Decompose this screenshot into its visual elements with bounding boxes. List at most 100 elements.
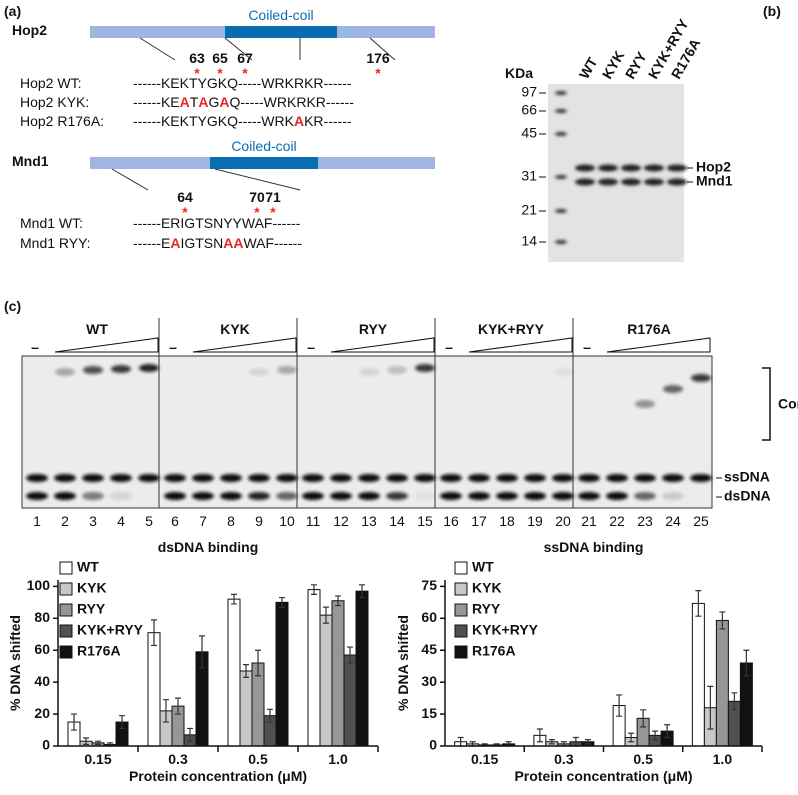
lane-number: 4 [117,513,125,529]
ssdna-band [26,474,48,482]
protein-band [598,178,618,186]
group-header: WT [86,321,108,337]
lane-number: 9 [255,513,263,529]
ssdna-band [110,474,132,482]
ssdna-band [524,474,546,482]
dsdna-band [606,492,628,500]
coiled-coil-domain [210,157,318,169]
zoom-line [214,168,301,191]
error-bar [175,697,181,715]
dsdna-band [496,492,518,500]
sequence-part: ------KEKTYGKQ-----WRK [133,113,295,129]
y-axis-label: % DNA shifted [395,615,411,711]
sequence-label: Hop2 KYK: [20,94,89,110]
ssdna-band [634,474,656,482]
protein-band [575,178,595,186]
ssdna-band [276,474,298,482]
bar [355,590,369,747]
bar [147,632,161,747]
panel-label: (c) [4,298,21,314]
bar [343,654,357,747]
ladder-band [555,209,567,213]
band-label: Mnd1 [696,173,733,189]
site-number: 71 [265,189,281,205]
ssdna-band [386,474,408,482]
coiled-coil-domain [225,26,337,38]
ssdna-band [578,474,600,482]
titration-wedge [54,337,159,353]
y-tick-label: 45 [421,641,437,657]
error-bar [640,709,647,728]
protein-band [644,178,664,186]
band-label: dsDNA [724,488,771,504]
no-protein: – [31,339,39,355]
sequence: ------EAIGTSNAAWAF------ [133,235,302,251]
ssdna-band [606,474,628,482]
y-tick-label: 75 [421,577,437,593]
sequence-part: G [208,94,219,110]
domain-label: Coiled-coil [248,7,313,23]
band-label: ssDNA [724,469,770,485]
y-tick-label: 40 [34,673,50,689]
ssdna-band [468,474,490,482]
ssdna-band [164,474,186,482]
ssdna-band [248,474,270,482]
lane-number: 23 [637,513,653,529]
x-tick-label: 0.15 [471,751,498,767]
x-axis-label: Protein concentration (μM) [129,768,307,784]
y-tick-label: 0 [429,737,437,753]
site-number: 176 [366,50,390,66]
site-number: 70 [249,189,265,205]
lane-number: 21 [581,513,597,529]
ssdna-band [440,474,462,482]
complex-band [277,366,297,374]
protein-name: Mnd1 [12,153,49,169]
protein-band [667,164,687,172]
zoom-line [369,37,396,61]
x-tick-label: 0.5 [633,751,653,767]
group-header: KYK+RYY [478,321,545,337]
y-tick-label: 60 [34,641,50,657]
error-bar [95,740,101,746]
complex-label: Complex [778,396,798,412]
dsdna-band [358,492,380,500]
error-bar [199,635,205,669]
error-bar [707,685,714,730]
lane-number: 2 [61,513,69,529]
no-protein: – [169,339,177,355]
bar [307,589,321,747]
legend-swatch [59,645,73,659]
site-number: 65 [212,50,228,66]
complex-band [111,365,131,373]
error-bar [243,663,249,678]
legend-label: KYK+RYY [472,622,539,638]
marker-label: 14 [521,233,537,249]
sequence: ------ERIGTSNYYWAF------ [133,215,301,231]
band-label: Hop2 [696,159,731,175]
ssdna-band [138,474,160,482]
chart-title: dsDNA binding [158,539,259,555]
error-bar [255,649,261,677]
error-bar [267,708,273,723]
y-tick-label: 15 [421,705,437,721]
legend-swatch [59,624,73,638]
protein-band [644,164,664,172]
gel [548,84,684,262]
site-marker: * [217,65,223,81]
lane-number: 25 [693,513,709,529]
legend-label: RYY [472,601,501,617]
legend-label: WT [472,559,494,575]
error-bar [163,699,169,723]
sequence: ------KEATAGAQ-----WRKRKR------ [133,94,354,110]
dsdna-band [468,492,490,500]
ladder-band [555,132,567,136]
ssdna-band [414,474,436,482]
lane-number: 15 [417,513,433,529]
protein-band [621,164,641,172]
no-protein: – [583,339,591,355]
lane-number: 3 [89,513,97,529]
x-axis-label: Protein concentration (μM) [514,768,692,784]
error-bar [628,732,635,743]
error-bar [187,727,193,742]
complex-band [635,400,655,408]
